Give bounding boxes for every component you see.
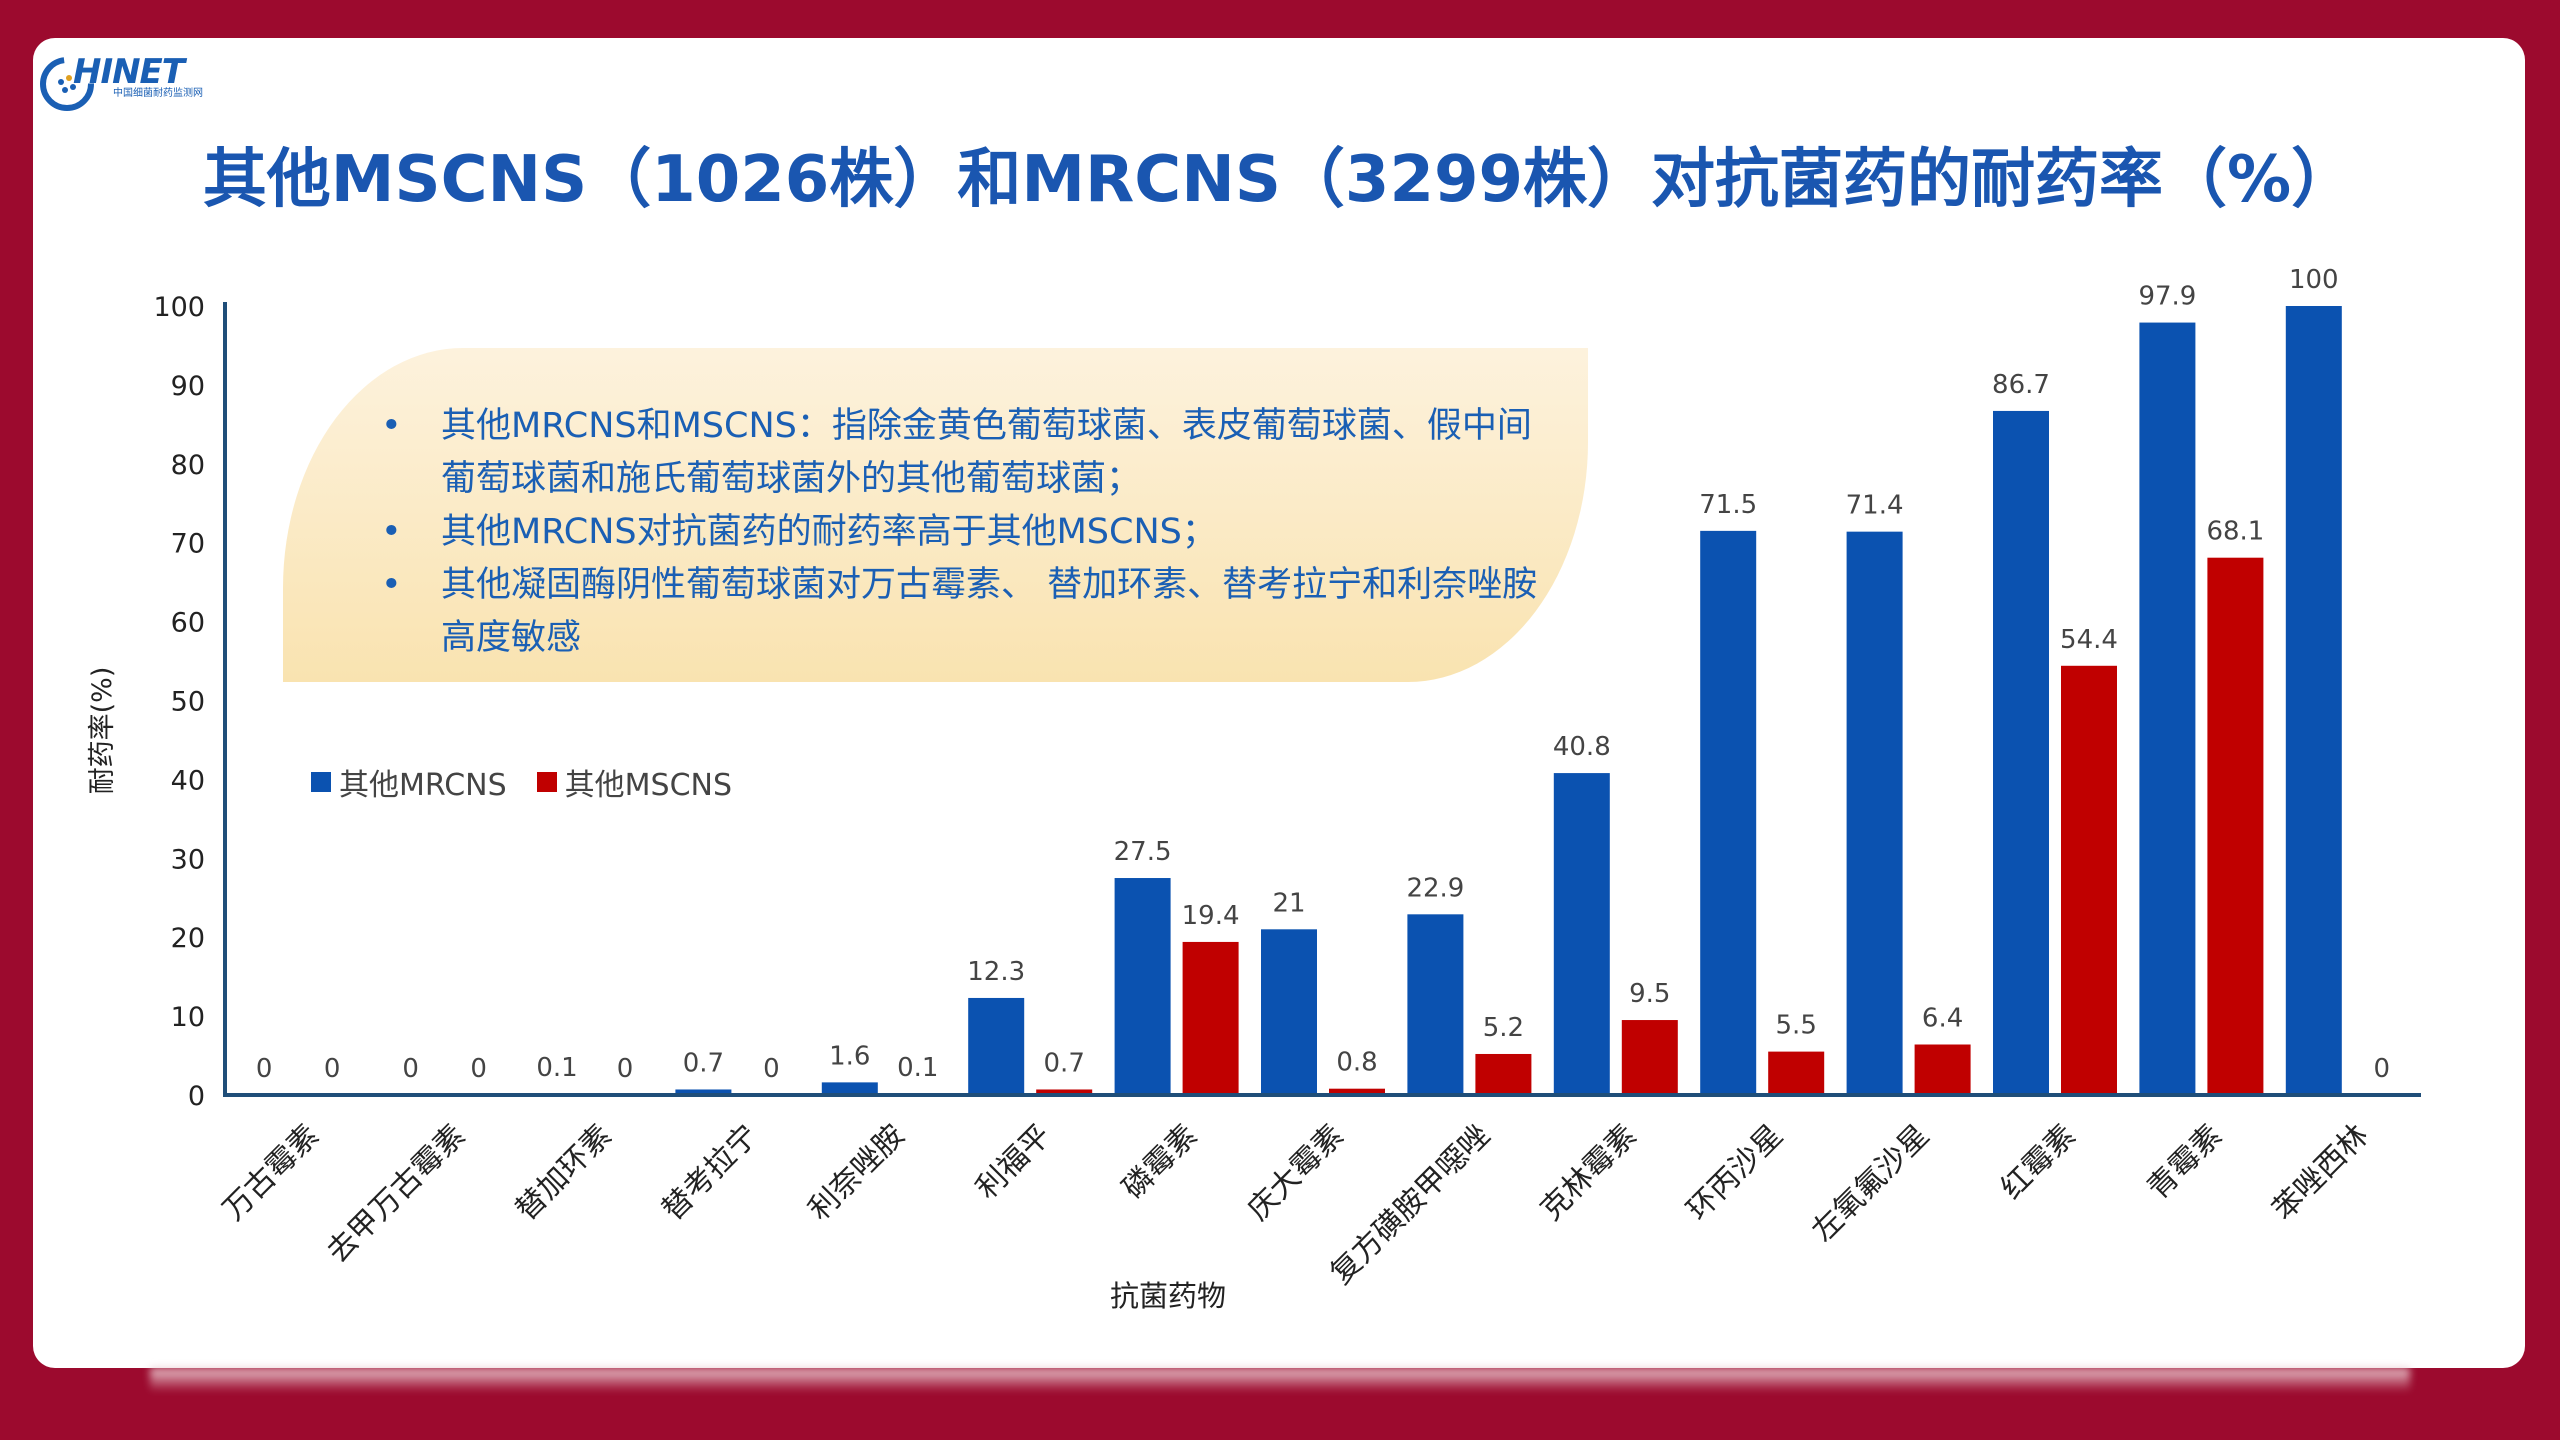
- bar-mscns: [1768, 1051, 1825, 1095]
- y-tick-label: 0: [188, 1081, 205, 1112]
- data-label: 71.5: [1699, 490, 1757, 520]
- data-label: 0: [256, 1054, 273, 1084]
- legend-label-mrcns: 其他MRCNS: [339, 768, 507, 803]
- note-item: 其他凝固酶阴性葡萄球菌对万古霉素、 替加环素、替考拉宁和利奈唑胺高度敏感: [381, 559, 1541, 665]
- bar-mscns: [2207, 557, 2264, 1095]
- data-label: 6.4: [1922, 1004, 1963, 1034]
- bar-mrcns: [968, 997, 1025, 1095]
- x-tick-label: 磷霉素: [1116, 1118, 1204, 1206]
- data-label: 0.8: [1336, 1048, 1377, 1078]
- data-label: 19.4: [1182, 901, 1240, 931]
- y-tick-label: 30: [171, 844, 205, 875]
- data-label: 5.2: [1483, 1013, 1524, 1043]
- notes-box: 其他MRCNS和MSCNS：指除金黄色葡萄球菌、表皮葡萄球菌、假中间葡萄球菌和施…: [283, 348, 1588, 682]
- data-label: 0: [763, 1054, 780, 1084]
- bar-mrcns: [1993, 410, 2049, 1095]
- x-tick-label: 替考拉宁: [655, 1118, 765, 1228]
- slide: HINET 中国细菌耐药监测网 其他MSCNS（1026株）和MRCNS（329…: [33, 38, 2525, 1368]
- data-label: 0: [2374, 1054, 2391, 1084]
- legend-swatch-mrcns: [311, 772, 331, 792]
- bar-mrcns: [2285, 306, 2342, 1095]
- bar-mscns: [2061, 665, 2117, 1095]
- data-label: 0.1: [897, 1053, 938, 1083]
- logo-text: HINET: [73, 52, 185, 92]
- y-tick-label: 60: [171, 608, 205, 639]
- chart-legend: 其他MRCNS 其他MSCNS: [311, 760, 762, 804]
- x-tick-label: 万古霉素: [216, 1118, 326, 1228]
- data-label: 12.3: [967, 957, 1025, 987]
- x-tick-label: 红霉素: [1994, 1118, 2082, 1206]
- x-tick-label: 青霉素: [2141, 1118, 2229, 1206]
- bar-mscns: [1182, 941, 1239, 1095]
- bar-mrcns: [1407, 914, 1464, 1095]
- legend-item-mscns: 其他MSCNS: [536, 760, 733, 804]
- y-tick-label: 20: [171, 923, 205, 954]
- x-tick-label: 左氧氟沙星: [1805, 1118, 1936, 1249]
- y-tick-label: 100: [153, 292, 205, 323]
- data-label: 5.5: [1776, 1011, 1817, 1041]
- bar-mrcns: [821, 1082, 878, 1095]
- data-label: 0.7: [1044, 1048, 1085, 1078]
- data-label: 100: [2289, 265, 2339, 295]
- x-axis-label: 抗菌药物: [1110, 1279, 1226, 1313]
- globe-logo-icon: [40, 57, 94, 111]
- data-label: 97.9: [2138, 282, 2196, 312]
- y-axis-label: 耐药率(%): [87, 667, 118, 795]
- note-item: 其他MRCNS对抗菌药的耐药率高于其他MSCNS；: [381, 506, 1541, 559]
- bar-mrcns: [675, 1089, 732, 1095]
- bar-mscns: [1036, 1089, 1093, 1095]
- x-tick-label: 克林霉素: [1534, 1118, 1644, 1228]
- x-tick-label: 苯唑西林: [2266, 1118, 2376, 1228]
- y-tick-label: 80: [171, 450, 205, 481]
- data-label: 0: [617, 1054, 634, 1084]
- note-item: 其他MRCNS和MSCNS：指除金黄色葡萄球菌、表皮葡萄球菌、假中间葡萄球菌和施…: [381, 400, 1541, 506]
- bar-mscns: [1329, 1088, 1385, 1095]
- slide-shadow: [150, 1368, 2410, 1392]
- data-label: 68.1: [2206, 517, 2264, 547]
- bar-mrcns: [1846, 531, 1903, 1095]
- legend-label-mscns: 其他MSCNS: [564, 768, 733, 803]
- y-tick-label: 10: [171, 1002, 205, 1033]
- data-label: 0: [324, 1054, 341, 1084]
- bar-mscns: [1914, 1044, 1971, 1095]
- bar-mscns: [1621, 1020, 1678, 1095]
- data-label: 0.7: [683, 1048, 724, 1078]
- y-tick-label: 40: [171, 765, 205, 796]
- y-tick-label: 50: [171, 687, 205, 718]
- data-label: 9.5: [1629, 979, 1670, 1009]
- legend-item-mrcns: 其他MRCNS: [311, 760, 507, 804]
- data-label: 86.7: [1992, 370, 2050, 400]
- y-tick-label: 70: [171, 529, 205, 560]
- x-tick-label: 庆大霉素: [1241, 1118, 1351, 1228]
- page-title: 其他MSCNS（1026株）和MRCNS（3299株）对抗菌药的耐药率（%）: [202, 143, 2356, 217]
- bar-mrcns: [1553, 773, 1610, 1095]
- data-label: 54.4: [2060, 625, 2118, 655]
- x-tick-label: 利奈唑胺: [802, 1118, 912, 1228]
- data-label: 22.9: [1406, 873, 1464, 903]
- data-label: 40.8: [1553, 732, 1611, 762]
- data-label: 71.4: [1846, 491, 1904, 521]
- data-label: 1.6: [829, 1041, 870, 1071]
- x-tick-label: 去甲万古霉素: [320, 1118, 472, 1270]
- x-tick-label: 利福平: [969, 1118, 1057, 1206]
- bar-chart: 0 10 20 30 40 50 60 70 80 90 100 耐药率(%) 抗菌药物 0 0 万古霉素 0 0…: [87, 265, 2421, 1313]
- bar-mrcns: [1700, 530, 1757, 1095]
- bar-mrcns: [1261, 929, 1317, 1095]
- y-tick-label: 90: [171, 371, 205, 402]
- legend-swatch-mscns: [536, 772, 557, 792]
- data-label: 27.5: [1114, 837, 1172, 867]
- logo: HINET 中国细菌耐药监测网: [39, 48, 239, 118]
- x-tick-label: 环丙沙星: [1680, 1118, 1790, 1228]
- data-label: 0: [470, 1054, 487, 1084]
- logo-subtitle: 中国细菌耐药监测网: [113, 88, 203, 99]
- data-label: 0.1: [536, 1053, 577, 1083]
- data-label: 0: [402, 1054, 419, 1084]
- x-tick-label: 复方磺胺甲噁唑: [1324, 1118, 1497, 1291]
- x-tick-label: 替加环素: [509, 1118, 619, 1228]
- bar-mrcns: [2139, 322, 2196, 1096]
- data-label: 21: [1272, 888, 1305, 918]
- bar-mscns: [1475, 1053, 1532, 1095]
- bar-mrcns: [1114, 878, 1171, 1095]
